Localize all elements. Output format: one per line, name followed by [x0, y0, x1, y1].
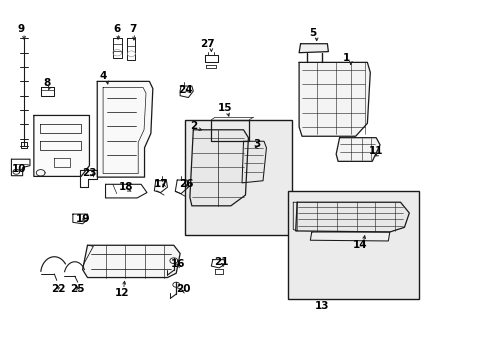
- Text: 2: 2: [189, 121, 197, 131]
- Text: 10: 10: [12, 164, 26, 174]
- Polygon shape: [335, 138, 379, 161]
- Polygon shape: [82, 245, 180, 278]
- Text: 17: 17: [154, 179, 168, 189]
- Text: 27: 27: [200, 39, 215, 49]
- Text: 15: 15: [217, 103, 232, 113]
- Text: 7: 7: [129, 24, 137, 35]
- Text: 18: 18: [119, 182, 134, 192]
- Text: 5: 5: [308, 28, 316, 38]
- Text: 23: 23: [82, 168, 97, 178]
- Polygon shape: [97, 81, 153, 177]
- Text: 25: 25: [70, 284, 85, 294]
- Text: 1: 1: [343, 53, 350, 63]
- Text: 3: 3: [253, 139, 260, 149]
- Text: 14: 14: [352, 239, 367, 249]
- Polygon shape: [189, 130, 248, 206]
- Text: 11: 11: [368, 146, 383, 156]
- Bar: [184, 120, 292, 234]
- Text: 9: 9: [18, 24, 25, 35]
- Text: 16: 16: [171, 259, 185, 269]
- Text: 6: 6: [113, 24, 120, 35]
- Text: 22: 22: [51, 284, 65, 294]
- Text: 13: 13: [315, 301, 329, 311]
- Polygon shape: [299, 62, 369, 136]
- Text: 19: 19: [75, 215, 90, 224]
- Text: 12: 12: [114, 288, 129, 298]
- Text: 4: 4: [99, 71, 106, 81]
- Text: 26: 26: [179, 179, 193, 189]
- Bar: [288, 192, 418, 299]
- Polygon shape: [299, 44, 328, 53]
- Polygon shape: [295, 202, 408, 232]
- Polygon shape: [242, 141, 266, 183]
- Text: 8: 8: [43, 78, 51, 88]
- Text: 21: 21: [213, 257, 228, 267]
- Text: 20: 20: [176, 284, 190, 294]
- Polygon shape: [310, 232, 389, 241]
- Text: 24: 24: [177, 85, 192, 95]
- Polygon shape: [34, 116, 89, 176]
